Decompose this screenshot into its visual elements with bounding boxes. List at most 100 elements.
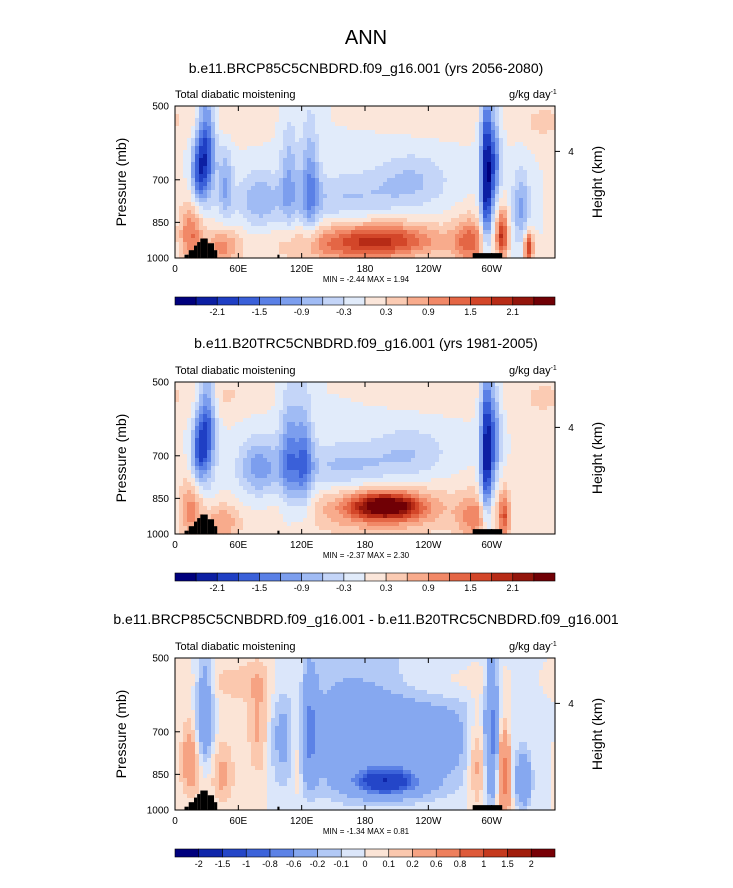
heatmap-cell: [267, 178, 272, 183]
heatmap-cell: [519, 386, 524, 391]
heatmap-cell: [455, 174, 460, 179]
heatmap-cell: [483, 406, 488, 411]
heatmap-cell: [451, 398, 456, 403]
heatmap-cell: [435, 226, 440, 231]
heatmap-cell: [351, 106, 356, 111]
heatmap-cell: [335, 394, 340, 399]
heatmap-cell: [291, 186, 296, 191]
heatmap-cell: [479, 402, 484, 407]
heatmap-cell: [319, 242, 324, 247]
heatmap-cell: [435, 122, 440, 127]
heatmap-cell: [191, 230, 196, 235]
heatmap-cell: [379, 166, 384, 171]
heatmap-cell: [423, 150, 428, 155]
heatmap-cell: [383, 158, 388, 163]
heatmap-cell: [463, 138, 468, 143]
heatmap-cell: [311, 418, 316, 423]
heatmap-cell: [455, 170, 460, 175]
heatmap-cell: [463, 250, 468, 255]
heatmap-cell: [287, 226, 292, 231]
heatmap-cell: [467, 246, 472, 251]
heatmap-cell: [499, 182, 504, 187]
heatmap-cell: [235, 390, 240, 395]
heatmap-cell: [463, 222, 468, 227]
heatmap-cell: [431, 222, 436, 227]
heatmap-cell: [459, 418, 464, 423]
heatmap-cell: [515, 254, 520, 259]
heatmap-cell: [427, 162, 432, 167]
heatmap-cell: [279, 142, 284, 147]
heatmap-cell: [379, 406, 384, 411]
heatmap-cell: [243, 106, 248, 111]
heatmap-cell: [371, 230, 376, 235]
heatmap-cell: [199, 406, 204, 411]
heatmap-cell: [515, 230, 520, 235]
heatmap-cell: [227, 254, 232, 259]
heatmap-cell: [263, 222, 268, 227]
heatmap-cell: [535, 130, 540, 135]
heatmap-cell: [343, 406, 348, 411]
heatmap-cell: [195, 162, 200, 167]
heatmap-cell: [203, 110, 208, 115]
heatmap-cell: [279, 210, 284, 215]
heatmap-cell: [495, 142, 500, 147]
heatmap-cell: [383, 422, 388, 427]
heatmap-cell: [411, 422, 416, 427]
heatmap-cell: [363, 386, 368, 391]
heatmap-cell: [347, 242, 352, 247]
heatmap-cell: [363, 430, 368, 435]
heatmap-cell: [347, 406, 352, 411]
heatmap-cell: [487, 134, 492, 139]
heatmap-cell: [531, 158, 536, 163]
heatmap-cell: [283, 426, 288, 431]
heatmap-cell: [239, 218, 244, 223]
heatmap-cell: [343, 254, 348, 259]
heatmap-cell: [231, 430, 236, 435]
heatmap-cell: [259, 106, 264, 111]
heatmap-cell: [283, 246, 288, 251]
heatmap-cell: [455, 386, 460, 391]
heatmap-cell: [179, 386, 184, 391]
heatmap-cell: [335, 198, 340, 203]
heatmap-cell: [255, 382, 260, 387]
heatmap-cell: [391, 122, 396, 127]
heatmap-cell: [319, 226, 324, 231]
heatmap-cell: [279, 230, 284, 235]
heatmap-cell: [435, 414, 440, 419]
heatmap-cell: [419, 234, 424, 239]
heatmap-cell: [283, 146, 288, 151]
heatmap-cell: [183, 406, 188, 411]
heatmap-cell: [247, 198, 252, 203]
heatmap-cell: [547, 398, 552, 403]
heatmap-cell: [523, 218, 528, 223]
heatmap-cell: [523, 146, 528, 151]
heatmap-cell: [387, 422, 392, 427]
heatmap-cell: [275, 130, 280, 135]
heatmap-cell: [499, 186, 504, 191]
heatmap-cell: [267, 134, 272, 139]
heatmap-cell: [287, 242, 292, 247]
heatmap-cell: [271, 410, 276, 415]
heatmap-cell: [347, 110, 352, 115]
heatmap-cell: [291, 158, 296, 163]
heatmap-cell: [507, 126, 512, 131]
heatmap-cell: [175, 134, 180, 139]
heatmap-cell: [179, 410, 184, 415]
heatmap-cell: [487, 198, 492, 203]
heatmap-cell: [463, 218, 468, 223]
heatmap-cell: [391, 254, 396, 259]
heatmap-cell: [175, 146, 180, 151]
heatmap-cell: [355, 430, 360, 435]
heatmap-cell: [191, 414, 196, 419]
heatmap-cell: [323, 210, 328, 215]
heatmap-cell: [195, 202, 200, 207]
heatmap-cell: [479, 422, 484, 427]
heatmap-cell: [511, 178, 516, 183]
heatmap-cell: [391, 210, 396, 215]
heatmap-cell: [355, 218, 360, 223]
heatmap-cell: [275, 174, 280, 179]
heatmap-cell: [343, 386, 348, 391]
heatmap-cell: [259, 206, 264, 211]
heatmap-cell: [331, 134, 336, 139]
heatmap-cell: [347, 134, 352, 139]
